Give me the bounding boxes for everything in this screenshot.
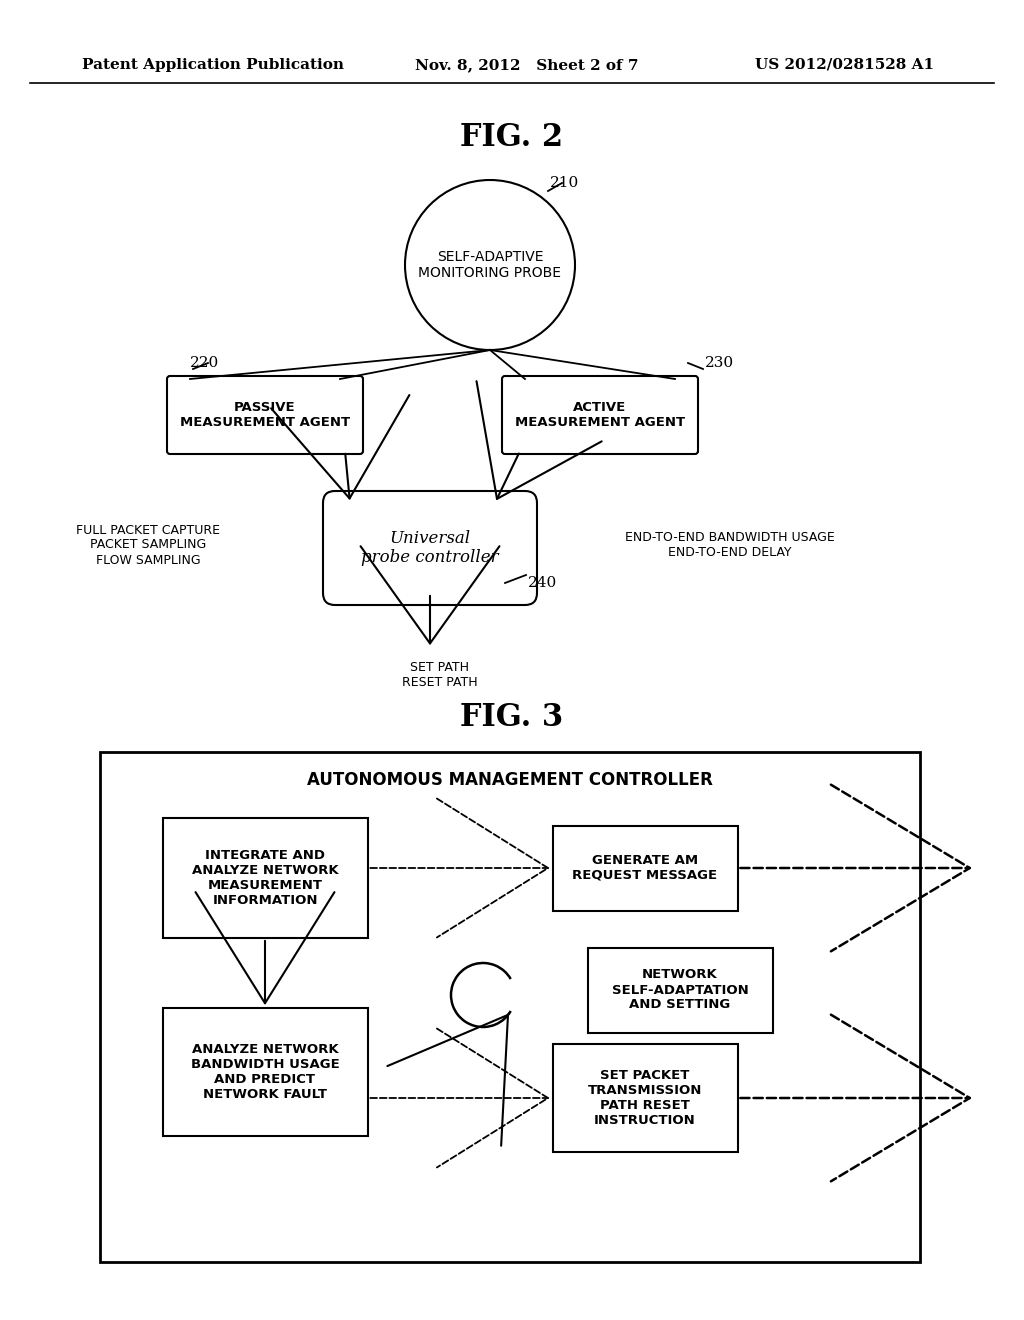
FancyBboxPatch shape [323, 491, 537, 605]
Text: ACTIVE
MEASUREMENT AGENT: ACTIVE MEASUREMENT AGENT [515, 401, 685, 429]
Text: US 2012/0281528 A1: US 2012/0281528 A1 [755, 58, 934, 73]
Text: ANALYZE NETWORK
BANDWIDTH USAGE
AND PREDICT
NETWORK FAULT: ANALYZE NETWORK BANDWIDTH USAGE AND PRED… [190, 1043, 339, 1101]
Text: FULL PACKET CAPTURE
PACKET SAMPLING
FLOW SAMPLING: FULL PACKET CAPTURE PACKET SAMPLING FLOW… [76, 524, 220, 566]
Text: NETWORK
SELF-ADAPTATION
AND SETTING: NETWORK SELF-ADAPTATION AND SETTING [611, 969, 749, 1011]
Text: Universal
probe controller: Universal probe controller [361, 529, 499, 566]
Text: SET PATH
RESET PATH: SET PATH RESET PATH [402, 661, 478, 689]
FancyBboxPatch shape [167, 376, 362, 454]
FancyBboxPatch shape [588, 948, 772, 1032]
Text: AUTONOMOUS MANAGEMENT CONTROLLER: AUTONOMOUS MANAGEMENT CONTROLLER [307, 771, 713, 789]
FancyBboxPatch shape [163, 1008, 368, 1137]
Text: FIG. 3: FIG. 3 [461, 702, 563, 734]
Text: Patent Application Publication: Patent Application Publication [82, 58, 344, 73]
Text: 230: 230 [705, 356, 734, 370]
Text: END-TO-END BANDWIDTH USAGE
END-TO-END DELAY: END-TO-END BANDWIDTH USAGE END-TO-END DE… [625, 531, 835, 558]
Text: PASSIVE
MEASUREMENT AGENT: PASSIVE MEASUREMENT AGENT [180, 401, 350, 429]
Text: Nov. 8, 2012   Sheet 2 of 7: Nov. 8, 2012 Sheet 2 of 7 [415, 58, 639, 73]
FancyBboxPatch shape [100, 752, 920, 1262]
FancyBboxPatch shape [553, 1044, 737, 1152]
Text: SET PACKET
TRANSMISSION
PATH RESET
INSTRUCTION: SET PACKET TRANSMISSION PATH RESET INSTR… [588, 1069, 702, 1127]
FancyBboxPatch shape [553, 825, 737, 911]
Text: INTEGRATE AND
ANALYZE NETWORK
MEASUREMENT
INFORMATION: INTEGRATE AND ANALYZE NETWORK MEASUREMEN… [191, 849, 338, 907]
FancyBboxPatch shape [163, 818, 368, 939]
Text: 210: 210 [550, 176, 580, 190]
Text: SELF-ADAPTIVE
MONITORING PROBE: SELF-ADAPTIVE MONITORING PROBE [419, 249, 561, 280]
Text: FIG. 2: FIG. 2 [461, 123, 563, 153]
Text: GENERATE AM
REQUEST MESSAGE: GENERATE AM REQUEST MESSAGE [572, 854, 718, 882]
Text: 220: 220 [190, 356, 219, 370]
Text: 240: 240 [528, 576, 557, 590]
FancyBboxPatch shape [502, 376, 698, 454]
